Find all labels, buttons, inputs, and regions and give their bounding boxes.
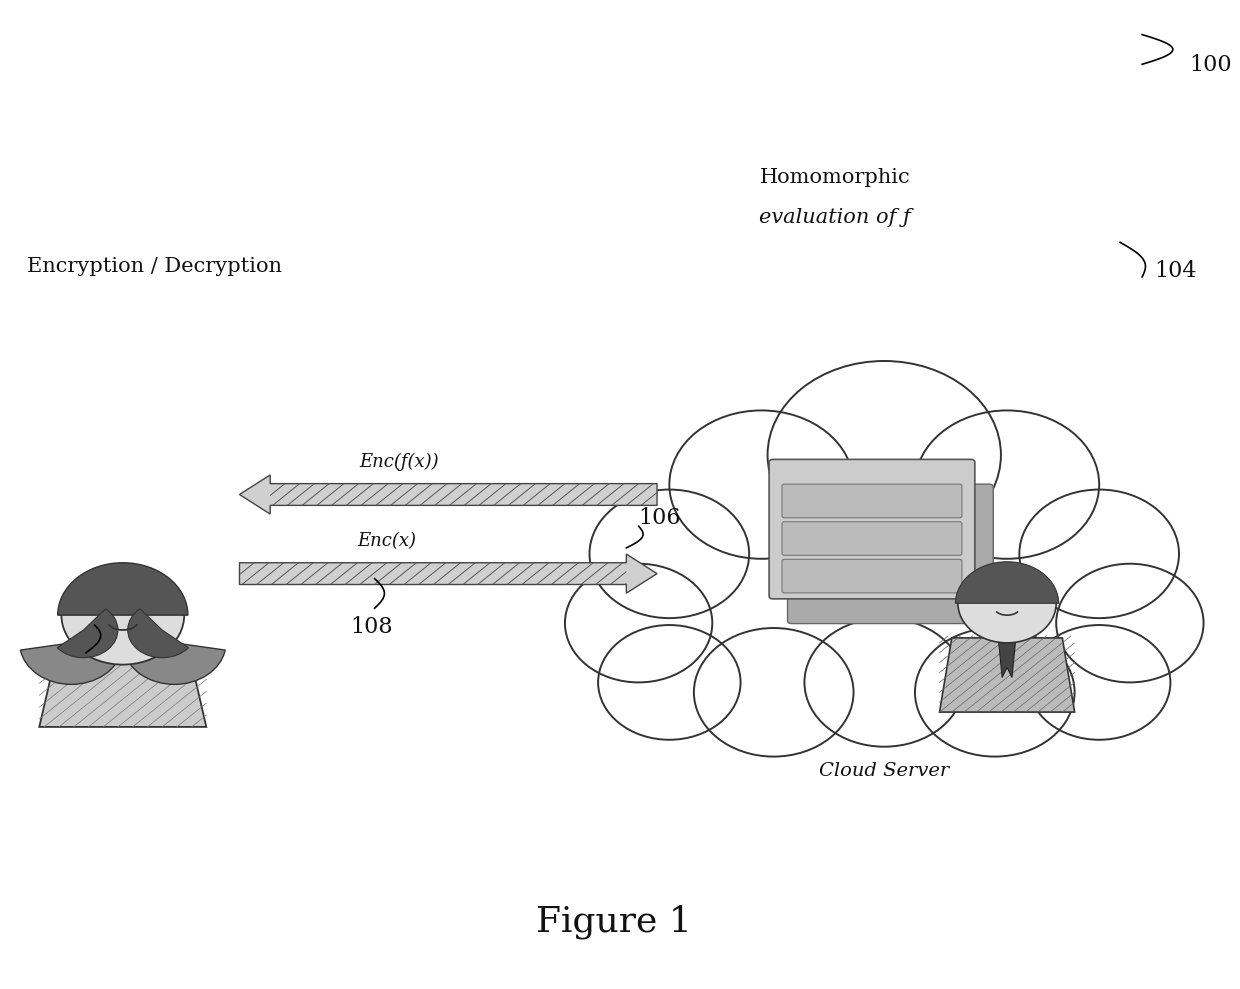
Text: Cloud Server: Cloud Server <box>820 762 950 779</box>
Wedge shape <box>57 609 118 658</box>
Text: Client: Client <box>93 638 153 656</box>
FancyBboxPatch shape <box>782 484 962 518</box>
Text: 102: 102 <box>64 675 107 697</box>
Circle shape <box>1019 490 1179 618</box>
Circle shape <box>915 410 1099 559</box>
Circle shape <box>62 566 185 665</box>
Circle shape <box>670 410 853 559</box>
Circle shape <box>959 564 1056 643</box>
Wedge shape <box>58 563 188 615</box>
Wedge shape <box>20 643 122 684</box>
Circle shape <box>1056 564 1204 682</box>
FancyBboxPatch shape <box>787 485 993 624</box>
Text: Enc(ƒ(x)): Enc(ƒ(x)) <box>360 453 439 471</box>
Circle shape <box>694 628 853 757</box>
FancyArrow shape <box>239 475 657 514</box>
Wedge shape <box>128 609 188 658</box>
Text: 100: 100 <box>1189 54 1231 76</box>
Circle shape <box>565 564 712 682</box>
Wedge shape <box>124 643 226 684</box>
FancyBboxPatch shape <box>769 459 975 599</box>
FancyBboxPatch shape <box>782 522 962 556</box>
Text: 106: 106 <box>639 507 681 529</box>
Polygon shape <box>998 640 1016 677</box>
Circle shape <box>768 361 1001 549</box>
Text: Homomorphic: Homomorphic <box>760 168 910 187</box>
Polygon shape <box>40 658 206 727</box>
FancyArrow shape <box>239 554 657 593</box>
Circle shape <box>589 490 749 618</box>
Text: 108: 108 <box>350 616 393 638</box>
Circle shape <box>805 618 963 747</box>
Text: Enc(x): Enc(x) <box>357 532 417 550</box>
Circle shape <box>598 625 740 740</box>
Text: Encryption / Decryption: Encryption / Decryption <box>27 257 281 276</box>
Text: evaluation of ƒ: evaluation of ƒ <box>759 208 911 226</box>
Text: Figure 1: Figure 1 <box>536 905 692 940</box>
Circle shape <box>1028 625 1171 740</box>
Wedge shape <box>956 562 1059 603</box>
Circle shape <box>915 628 1075 757</box>
Polygon shape <box>940 638 1075 712</box>
Text: 104: 104 <box>1154 260 1197 282</box>
FancyBboxPatch shape <box>782 560 962 592</box>
